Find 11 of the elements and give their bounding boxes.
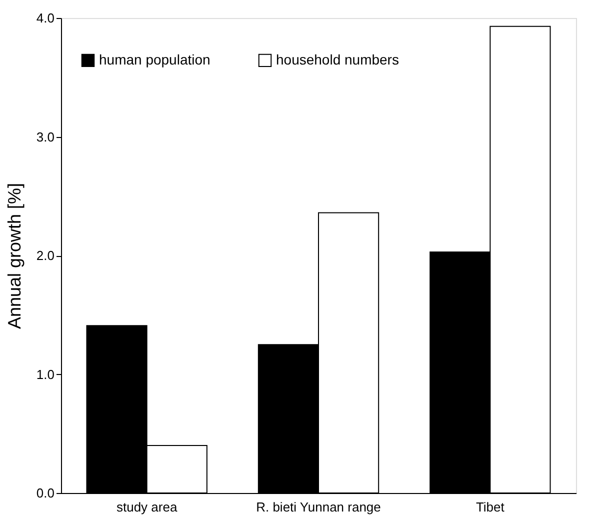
y-tick-label: 2.0 [36, 248, 54, 263]
y-axis-title: Annual growth [%] [4, 182, 24, 330]
y-tick-label: 0.0 [36, 486, 54, 500]
x-tick-label: Tibet [476, 500, 505, 514]
y-tick-label: 4.0 [36, 10, 54, 26]
x-tick-label: study area [116, 500, 178, 514]
legend-label: human population [99, 51, 210, 68]
x-tick-label: R. bieti Yunnan range [256, 500, 381, 514]
y-tick-label: 1.0 [36, 366, 54, 382]
y-tick-label: 3.0 [36, 129, 54, 144]
legend-label: household numbers [276, 51, 399, 68]
